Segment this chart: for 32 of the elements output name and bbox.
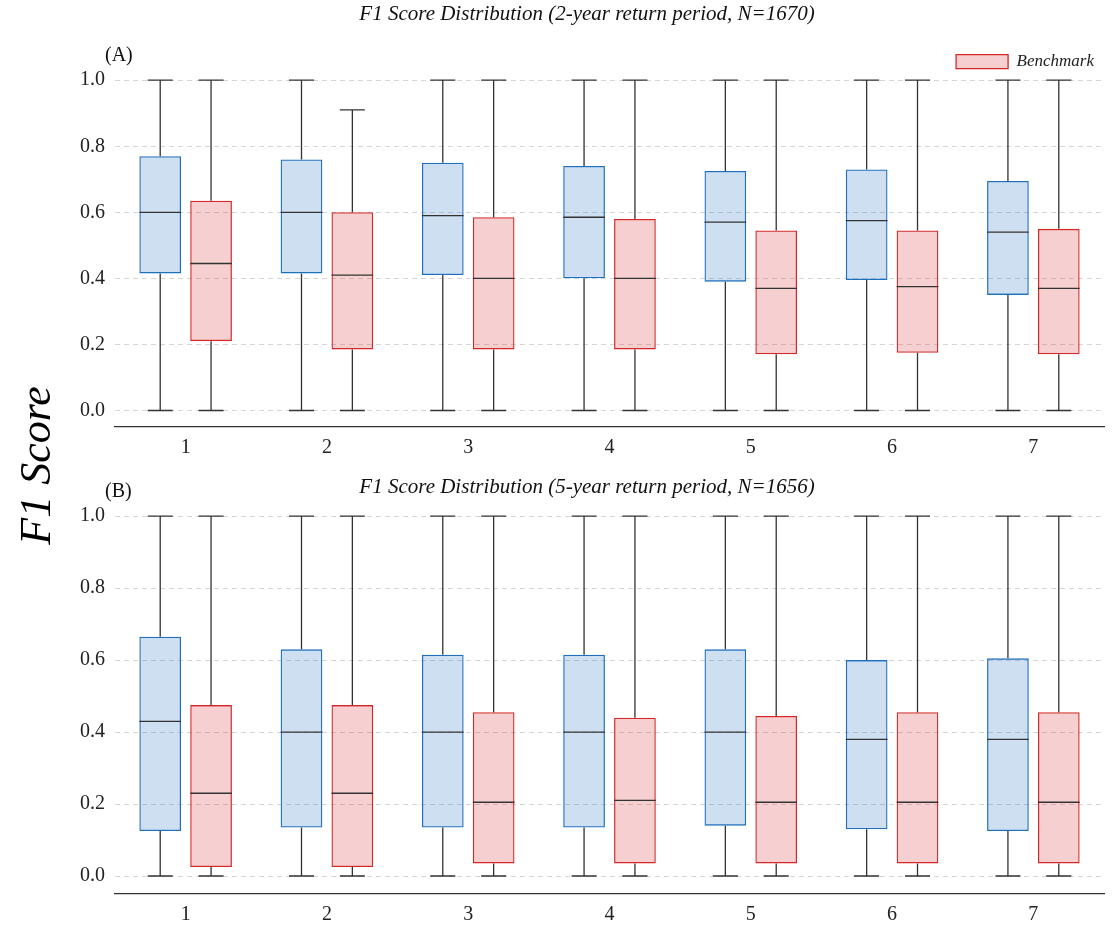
chart-title: F1 Score Distribution (2-year return period, N=1670) [358,1,815,26]
x-tick-label: 5 [745,435,756,458]
y-tick-label: 0.8 [80,575,105,598]
x-tick-label: 1 [180,435,191,458]
y-tick-label: 1.0 [80,67,105,90]
x-tick-label: 7 [1028,435,1039,458]
y-tick-label: 0.4 [80,265,105,288]
x-tick-label: 5 [745,902,756,925]
legend-label: Benchmark [1016,51,1095,71]
chart-title: F1 Score Distribution (5-year return period, N=1656) [358,474,815,499]
x-tick-label: 2 [321,435,332,458]
x-tick-label: 7 [1028,902,1039,925]
y-axis-title: F1 Score [9,385,61,547]
text: (B) [105,479,132,503]
x-tick-label: 3 [463,435,474,458]
y-tick-label: 0.2 [80,791,105,814]
x-tick-label: 2 [321,902,332,925]
y-tick-label: 0.6 [80,647,105,670]
x-tick-label: 3 [463,902,474,925]
x-tick-label: 4 [604,902,615,925]
x-tick-label: 1 [180,902,191,925]
y-tick-label: 1.0 [80,503,105,526]
x-tick-label: 6 [887,902,898,925]
text: (A) [105,43,133,67]
y-tick-label: 0.8 [80,133,105,156]
y-tick-label: 0.0 [80,397,105,420]
y-tick-label: 0.2 [80,331,105,354]
y-tick-label: 0.0 [80,863,105,886]
y-tick-label: 0.6 [80,199,105,222]
x-tick-label: 6 [887,435,898,458]
x-tick-label: 4 [604,435,615,458]
y-tick-label: 0.4 [80,719,105,742]
